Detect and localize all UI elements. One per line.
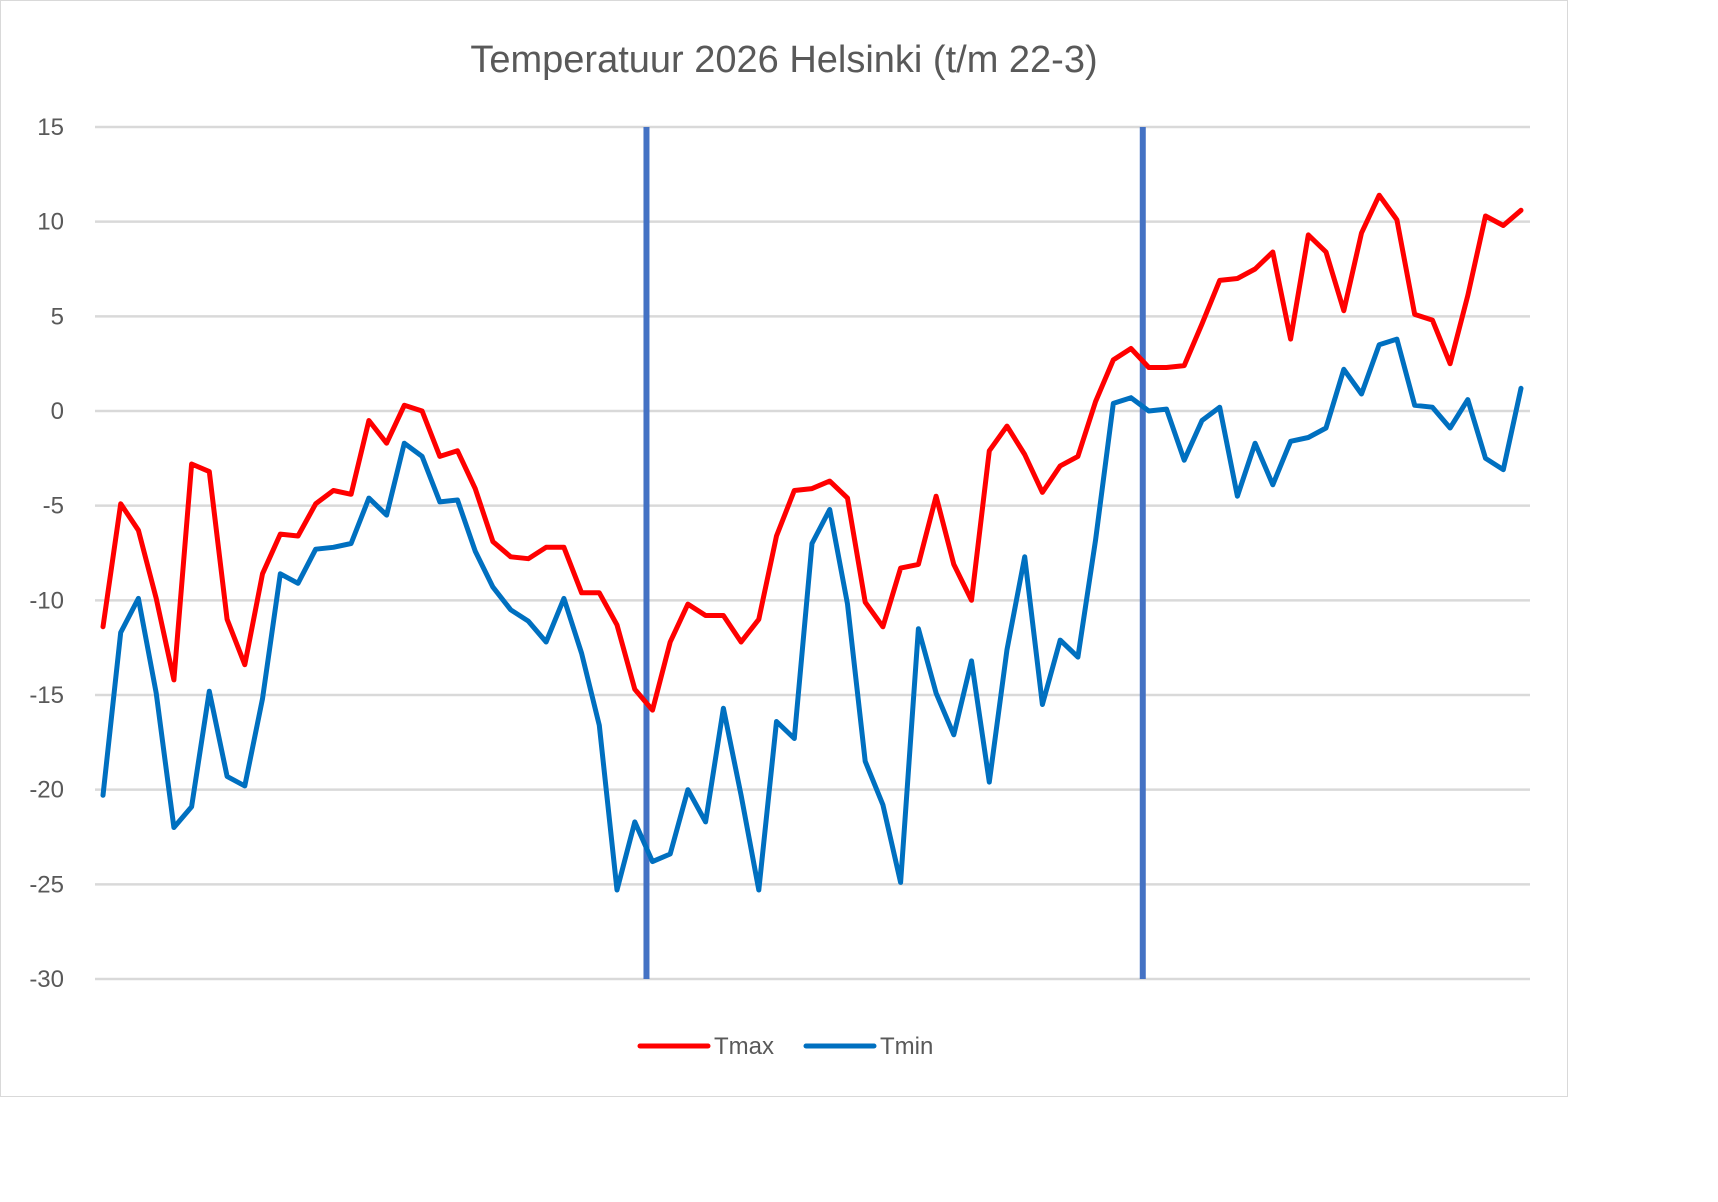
legend: Tmax Tmin — [637, 1033, 933, 1060]
y-tick-label: 10 — [37, 209, 64, 236]
chart-title: Temperatuur 2026 Helsinki (t/m 22-3) — [470, 39, 1097, 81]
line-chart: Temperatuur 2026 Helsinki (t/m 22-3) 151… — [29, 39, 1530, 1060]
y-tick-label: 5 — [51, 303, 64, 330]
chart-frame — [0, 0, 1568, 1097]
y-axis-tick-labels: 15 10 5 0 -5 -10 -15 -20 -25 -30 — [29, 114, 64, 993]
y-tick-label: -10 — [29, 587, 64, 614]
legend-label-tmin: Tmin — [880, 1033, 933, 1060]
y-tick-label: -25 — [29, 871, 64, 898]
series-lines — [100, 192, 1524, 893]
gridlines — [95, 125, 1530, 981]
y-tick-label: -5 — [43, 493, 64, 520]
y-tick-label: -30 — [29, 966, 64, 993]
legend-label-tmax: Tmax — [714, 1033, 774, 1060]
series-line-tmin — [100, 336, 1524, 893]
period-markers — [643, 127, 1146, 979]
y-tick-label: -20 — [29, 777, 64, 804]
y-tick-label: 15 — [37, 114, 64, 141]
y-tick-label: 0 — [51, 398, 64, 425]
series-line-tmax — [100, 192, 1524, 713]
y-tick-label: -15 — [29, 682, 64, 709]
